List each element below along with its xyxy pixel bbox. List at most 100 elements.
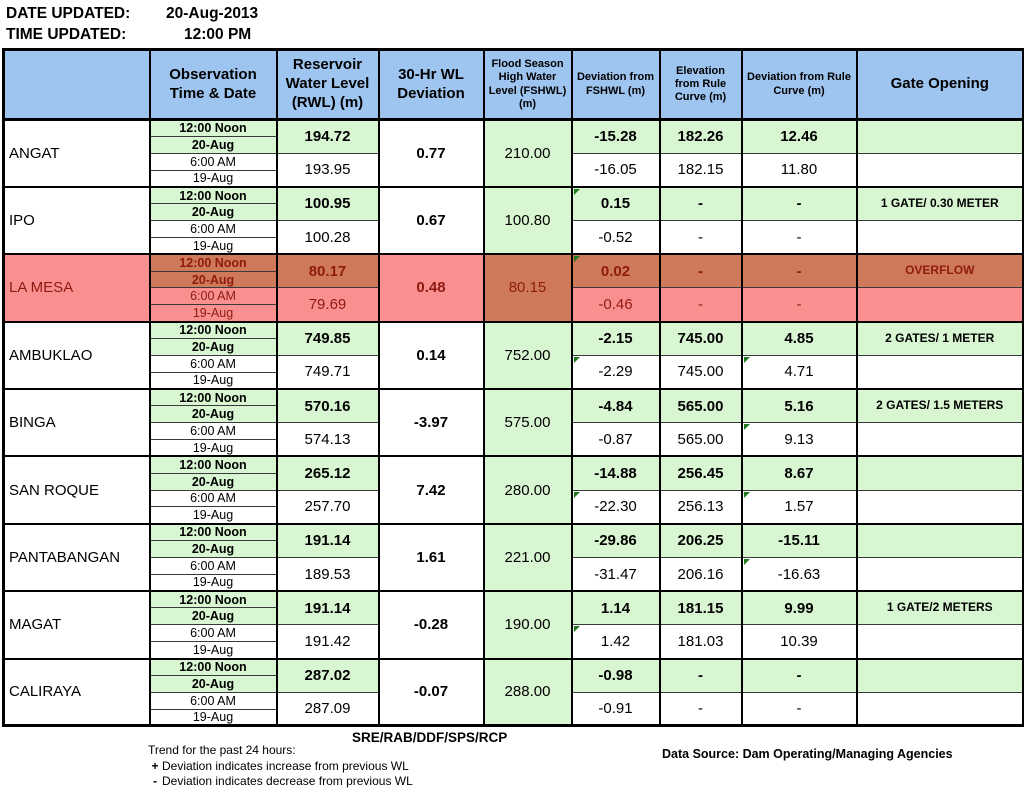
table-row: AMBUKLAO 12:00 Noon 749.85 0.14 752.00 -2.15 7… (2, 320, 1024, 390)
obs-date-am-cell: 19-Aug (148, 506, 278, 525)
dev-fshwl-noon-cell: -29.86 (570, 522, 661, 558)
gate-opening-am-cell (855, 287, 1024, 323)
table-row: 6:00 AM 287.09 -0.91- - (4, 691, 1024, 727)
minus-icon: - (153, 774, 157, 788)
dev-fshwl-am-cell: -22.30 (570, 489, 661, 525)
trend-increase-text: Deviation indicates increase from previo… (162, 758, 409, 773)
dev-fshwl-am-cell: -2.29 (570, 354, 661, 390)
fshwl-cell: 190.00 (482, 590, 573, 660)
table-row: 19-Aug (4, 169, 1024, 188)
obs-time-noon-cell: 12:00 Noon (148, 522, 278, 542)
obs-time-am-cell: 6:00 AM (148, 220, 278, 238)
dev-fshwl-am-cell: -0.46 (570, 287, 661, 323)
table-row: 6:00 AM 193.95 -16.05 182.15 11.80 (4, 152, 1024, 188)
dev-30hr-cell: -0.07 (377, 657, 485, 727)
obs-date-am-cell: 19-Aug (148, 236, 278, 255)
elev-rule-noon-cell: - (658, 185, 743, 222)
obs-date-noon-cell: 20-Aug (148, 270, 278, 289)
dev-rule-am-cell: - (740, 691, 858, 727)
dev-fshwl-noon-cell: -2.15 (570, 320, 661, 356)
plus-icon: + (151, 758, 159, 773)
elev-rule-am-cell: 745.00 (658, 354, 743, 390)
elev-rule-noon-cell: - (658, 657, 743, 693)
elev-rule-am-cell: 181.03 (658, 624, 743, 659)
obs-time-noon-cell: 12:00 Noon (148, 320, 278, 339)
dam-name-cell: AMBUKLAO (2, 320, 151, 390)
data-source-note: Data Source: Dam Operating/Managing Agen… (662, 747, 953, 761)
table-row: 6:00 AM 749.71 -2.29 745.00 4.71 (4, 354, 1024, 390)
rwl-noon-cell: 191.14 (275, 522, 380, 558)
dev-30hr-cell: 1.61 (377, 522, 485, 592)
dam-name-cell: PANTABANGAN (2, 522, 151, 592)
time-updated-value: 12:00 PM (184, 26, 252, 43)
obs-date-noon-cell: 20-Aug (148, 203, 278, 222)
obs-date-am-cell: 19-Aug (148, 169, 278, 188)
dev-fshwl-am-cell: -0.52 (570, 220, 661, 255)
gate-opening-noon-cell: 2 GATES/ 1 METER (855, 320, 1024, 356)
fshwl-cell: 280.00 (482, 455, 573, 525)
obs-date-noon-cell: 20-Aug (148, 540, 278, 558)
table-row: BINGA 12:00 Noon 570.16 -3.97 575.00 -4.84 565… (2, 387, 1024, 457)
dev-rule-am-cell: 1.57 (740, 489, 858, 525)
dev-rule-noon-cell: 8.67 (740, 455, 858, 491)
obs-time-am-cell: 6:00 AM (148, 624, 278, 643)
obs-time-noon-cell: 12:00 Noon (148, 590, 278, 609)
elev-rule-am-cell: - (658, 287, 743, 323)
table-row: 19-Aug (4, 708, 1024, 727)
dev-rule-am-cell: - (740, 220, 858, 255)
dev-rule-am-cell: 11.80 (740, 152, 858, 188)
rwl-noon-cell: 100.95 (275, 185, 380, 222)
table-row: LA MESA 12:00 Noon 80.17 0.48 80.15 0.02- - OVE… (2, 253, 1024, 323)
obs-date-am-cell: 19-Aug (148, 708, 278, 727)
fshwl-cell: 221.00 (482, 522, 573, 592)
dev-rule-curve-column-header: Deviation from Rule Curve (m) (740, 48, 858, 121)
observation-column-header: Observation Time & Date (148, 48, 278, 121)
table-row: 20-Aug (4, 337, 1024, 356)
gate-opening-am-cell (855, 556, 1024, 592)
gate-opening-noon-cell: OVERFLOW (855, 253, 1024, 289)
date-updated-line: DATE UPDATED: 20-Aug-2013 (6, 3, 258, 24)
fshwl-column-header: Flood Season High Water Level (FSHWL) (m… (482, 48, 573, 121)
table-row: IPO 12:00 Noon 100.95 0.67 100.80 0.15- -1 GAT… (2, 185, 1024, 255)
table-row: 19-Aug (4, 506, 1024, 525)
dev-rule-am-cell: 9.13 (740, 422, 858, 457)
obs-date-noon-cell: 20-Aug (148, 674, 278, 693)
elev-rule-noon-cell: 206.25 (658, 522, 743, 558)
gate-opening-noon-cell (855, 657, 1024, 693)
dev-rule-noon-cell: - (740, 253, 858, 289)
dev-rule-noon-cell: 12.46 (740, 118, 858, 154)
elev-rule-am-cell: - (658, 220, 743, 255)
rwl-noon-cell: 80.17 (275, 253, 380, 289)
elev-rule-noon-cell: - (658, 253, 743, 289)
dam-column-header (2, 48, 151, 121)
elev-rule-noon-cell: 745.00 (658, 320, 743, 356)
elev-rule-am-cell: 256.13 (658, 489, 743, 525)
time-updated-label: TIME UPDATED: (6, 26, 127, 43)
trend-legend-title: Trend for the past 24 hours: (148, 743, 296, 757)
trend-legend-decrease: - Deviation indicates decrease from previ… (148, 774, 413, 790)
trend-legend-increase: + Deviation indicates increase from previ… (148, 759, 413, 775)
table-row: 20-Aug (4, 607, 1024, 626)
rwl-am-cell: 287.09 (275, 691, 380, 727)
dev-30hr-cell: 0.77 (377, 118, 485, 188)
dev-rule-am-cell: 10.39 (740, 624, 858, 659)
table-row: 6:00 AM 100.28 -0.52- - (4, 220, 1024, 255)
obs-time-am-cell: 6:00 AM (148, 152, 278, 171)
rwl-am-cell: 100.28 (275, 220, 380, 255)
dev-fshwl-noon-cell: 1.14 (570, 590, 661, 626)
table-row: 6:00 AM 191.42 1.42 181.03 10.39 (4, 624, 1024, 659)
rwl-noon-cell: 287.02 (275, 657, 380, 693)
obs-date-am-cell: 19-Aug (148, 641, 278, 659)
gate-opening-am-cell (855, 354, 1024, 390)
update-info: DATE UPDATED: 20-Aug-2013 TIME UPDATED: … (6, 3, 258, 45)
rwl-noon-cell: 570.16 (275, 388, 380, 424)
dev-fshwl-am-cell: -16.05 (570, 152, 661, 188)
rwl-am-cell: 79.69 (275, 287, 380, 323)
rwl-am-cell: 191.42 (275, 624, 380, 659)
header-row: Observation Time & Date Reservoir Water … (2, 48, 1024, 121)
table-row: ANGAT 12:00 Noon 194.72 0.77 210.00 -15.28 182… (2, 118, 1024, 188)
gate-opening-noon-cell (855, 522, 1024, 558)
table-row: 20-Aug (4, 674, 1024, 693)
obs-date-noon-cell: 20-Aug (148, 135, 278, 154)
table-row: 6:00 AM 257.70 -22.30 256.13 1.57 (4, 489, 1024, 525)
